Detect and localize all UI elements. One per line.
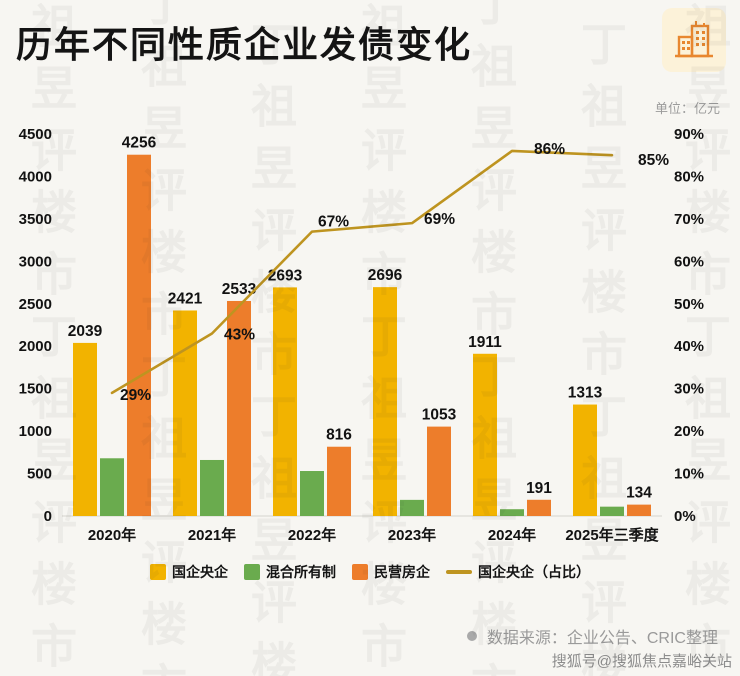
legend: 国企央企 混合所有制 民营房企 国企央企（占比）: [0, 562, 740, 582]
percent-label: 29%: [120, 387, 151, 404]
bar-value-label: 816: [326, 427, 352, 444]
left-axis-tick: 4000: [19, 168, 52, 185]
bar-value-label: 2696: [368, 267, 403, 284]
bar-segment: [600, 506, 624, 516]
category-label: 2021年: [188, 526, 236, 544]
bar-segment: [73, 342, 97, 516]
bar-segment: [427, 426, 451, 516]
percent-label: 43%: [224, 326, 255, 343]
left-axis-tick: 0: [44, 508, 52, 525]
legend-swatch: [150, 564, 166, 580]
right-axis-tick: 40%: [674, 338, 704, 355]
bar-value-label: 4256: [122, 135, 157, 152]
right-axis-tick: 60%: [674, 253, 704, 270]
bar-value-label: 191: [526, 480, 552, 497]
bar-segment: [173, 310, 197, 516]
bar-segment: [273, 287, 297, 516]
legend-item: 国企央企: [150, 562, 228, 582]
category-label: 2020年: [88, 526, 136, 544]
category-label: 2024年: [488, 526, 536, 544]
left-axis-tick: 3500: [19, 211, 52, 228]
legend-label: 国企央企: [172, 564, 228, 580]
bar-segment: [500, 509, 524, 516]
bar-segment: [400, 499, 424, 516]
legend-label: 民营房企: [374, 564, 430, 580]
bar-value-label: 2693: [268, 267, 303, 284]
right-axis-tick: 80%: [674, 168, 704, 185]
percent-label: 67%: [318, 214, 349, 231]
category-label: 2025年三季度: [565, 526, 659, 544]
unit-label: 单位：亿元: [654, 101, 720, 116]
bar-value-label: 1313: [568, 385, 603, 402]
legend-label: 国企央企（占比）: [478, 564, 590, 580]
bar-value-label: 1053: [422, 407, 457, 424]
bar-value-label: 2421: [168, 290, 203, 307]
left-axis-tick: 1500: [19, 381, 52, 398]
left-axis-tick: 500: [27, 466, 52, 483]
percent-label: 69%: [424, 211, 455, 228]
right-axis-tick: 20%: [674, 423, 704, 440]
category-label: 2022年: [288, 526, 336, 544]
right-axis-tick: 10%: [674, 466, 704, 483]
category-label: 2023年: [388, 526, 436, 544]
legend-swatch: [244, 564, 260, 580]
legend-item: 国企央企（占比）: [446, 562, 590, 582]
left-axis-tick: 1000: [19, 423, 52, 440]
right-axis-tick: 90%: [674, 126, 704, 143]
bar-value-label: 2533: [222, 281, 257, 298]
percent-label: 86%: [534, 141, 565, 158]
legend-item: 混合所有制: [244, 562, 336, 582]
percent-label: 85%: [638, 152, 669, 169]
bullet-dot: [466, 631, 477, 641]
bar-segment: [227, 300, 251, 516]
bar-segment: [627, 504, 651, 516]
sohu-watermark: 搜狐号@搜狐焦点嘉峪关站: [551, 653, 732, 670]
bar-value-label: 134: [626, 485, 652, 502]
left-axis-tick: 2000: [19, 338, 52, 355]
legend-swatch: [352, 564, 368, 580]
bar-segment: [573, 404, 597, 516]
right-axis-tick: 0%: [674, 508, 696, 525]
data-source: 数据来源：企业公告、CRIC整理: [466, 624, 718, 648]
bar-segment: [127, 154, 151, 516]
bar-segment: [300, 471, 324, 516]
legend-item: 民营房企: [352, 562, 430, 582]
right-axis-tick: 50%: [674, 296, 704, 313]
left-axis-tick: 3000: [19, 253, 52, 270]
page-title: 历年不同性质企业发债变化: [16, 24, 473, 65]
right-axis-tick: 30%: [674, 381, 704, 398]
legend-label: 混合所有制: [266, 564, 336, 580]
legend-swatch: [446, 570, 472, 574]
bar-segment: [473, 353, 497, 516]
bar-segment: [200, 459, 224, 516]
right-axis-tick: 70%: [674, 211, 704, 228]
source-text: 数据来源：企业公告、CRIC整理: [486, 630, 718, 647]
bar-value-label: 1911: [468, 334, 502, 351]
buildings-icon: [662, 8, 726, 72]
bar-segment: [327, 446, 351, 516]
line-series: [110, 149, 614, 395]
bar-segment: [527, 499, 551, 516]
bar-segment: [100, 458, 124, 516]
left-axis-tick: 4500: [19, 126, 52, 143]
bar-segment: [373, 287, 397, 516]
left-axis-tick: 2500: [19, 296, 52, 313]
bar-value-label: 2039: [68, 323, 103, 340]
chart: 0 500 1000 1500 2000 2500 3000 3500 4000 4500 0% 10…: [19, 126, 704, 544]
